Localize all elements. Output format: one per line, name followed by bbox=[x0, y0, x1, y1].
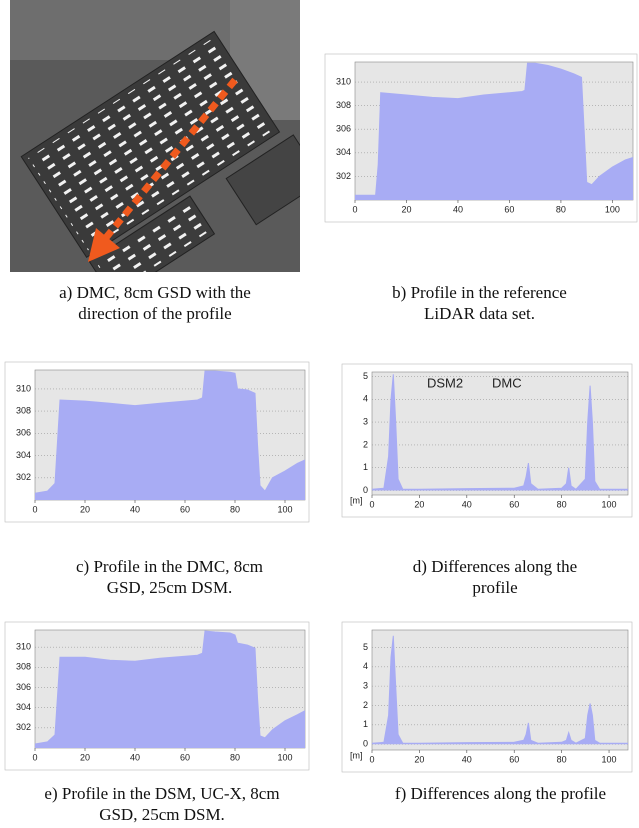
y-tick-label: 4 bbox=[363, 661, 368, 671]
y-tick-label: 308 bbox=[16, 405, 31, 415]
x-tick-label: 40 bbox=[130, 504, 140, 514]
profile-line bbox=[34, 370, 306, 494]
x-tick-label: 0 bbox=[32, 752, 37, 762]
y-tick-label: 5 bbox=[363, 642, 368, 652]
y-tick-label: 1 bbox=[363, 719, 368, 729]
y-tick-label: 1 bbox=[363, 462, 368, 472]
y-tick-label: 304 bbox=[16, 450, 31, 460]
caption: e) Profile in the DSM, UC-X, 8cm GSD, 25… bbox=[44, 784, 280, 824]
area-fill bbox=[35, 371, 305, 500]
x-tick-label: 0 bbox=[32, 504, 37, 514]
y-tick-label: 302 bbox=[336, 171, 351, 181]
x-tick-label: 100 bbox=[602, 754, 617, 764]
caption: c) Profile in the DMC, 8cm GSD, 25cm DSM… bbox=[76, 557, 263, 597]
x-tick-label: 100 bbox=[605, 204, 620, 214]
x-tick-label: 60 bbox=[504, 204, 514, 214]
y-tick-label: 308 bbox=[16, 662, 31, 672]
x-tick-label: 20 bbox=[401, 204, 411, 214]
profile-line bbox=[371, 635, 628, 744]
y-tick-label: 306 bbox=[16, 428, 31, 438]
y-tick-label: 5 bbox=[363, 371, 368, 381]
caption: f) Differences along the profile bbox=[394, 784, 607, 803]
y-tick-label: 310 bbox=[16, 383, 31, 393]
y-tick-label: 304 bbox=[16, 702, 31, 712]
caption: a) DMC, 8cm GSD with the direction of th… bbox=[59, 283, 251, 323]
x-tick-label: 0 bbox=[352, 204, 357, 214]
y-tick-label: 310 bbox=[336, 76, 351, 86]
x-tick-label: 0 bbox=[369, 499, 374, 509]
y-axis-label: [m] bbox=[350, 750, 363, 760]
y-axis-label: [m] bbox=[350, 495, 363, 505]
area-fill bbox=[35, 631, 305, 748]
x-tick-label: 20 bbox=[414, 754, 424, 764]
x-tick-label: 80 bbox=[230, 752, 240, 762]
caption: b) Profile in the reference LiDAR data s… bbox=[392, 283, 567, 323]
x-tick-label: 100 bbox=[277, 752, 292, 762]
profile-line bbox=[371, 374, 628, 490]
x-tick-label: 80 bbox=[230, 504, 240, 514]
x-tick-label: 40 bbox=[462, 499, 472, 509]
y-tick-label: 302 bbox=[16, 472, 31, 482]
y-tick-label: 306 bbox=[336, 124, 351, 134]
x-tick-label: 60 bbox=[509, 754, 519, 764]
x-tick-label: 20 bbox=[80, 752, 90, 762]
annotation: DSM2 bbox=[427, 375, 463, 390]
x-tick-label: 40 bbox=[462, 754, 472, 764]
y-tick-label: 4 bbox=[363, 394, 368, 404]
plot-area bbox=[371, 629, 629, 751]
y-tick-label: 304 bbox=[336, 147, 351, 157]
x-tick-label: 20 bbox=[414, 499, 424, 509]
y-tick-label: 3 bbox=[363, 416, 368, 426]
x-tick-label: 60 bbox=[180, 504, 190, 514]
aerial-image bbox=[10, 0, 300, 272]
profile-line bbox=[34, 630, 306, 745]
x-tick-label: 40 bbox=[453, 204, 463, 214]
annotation: DMC bbox=[492, 375, 522, 390]
x-tick-label: 100 bbox=[602, 499, 617, 509]
x-tick-label: 80 bbox=[556, 204, 566, 214]
x-tick-label: 80 bbox=[557, 754, 567, 764]
caption: d) Differences along the profile bbox=[412, 557, 578, 597]
y-tick-label: 2 bbox=[363, 439, 368, 449]
profile-line bbox=[355, 62, 634, 196]
y-tick-label: 0 bbox=[363, 739, 368, 749]
y-tick-label: 2 bbox=[363, 700, 368, 710]
y-tick-label: 306 bbox=[16, 682, 31, 692]
y-tick-label: 0 bbox=[363, 485, 368, 495]
y-tick-label: 302 bbox=[16, 722, 31, 732]
y-tick-label: 310 bbox=[16, 642, 31, 652]
x-tick-label: 40 bbox=[130, 752, 140, 762]
x-tick-label: 80 bbox=[557, 499, 567, 509]
area-fill bbox=[355, 63, 633, 201]
x-tick-label: 60 bbox=[509, 499, 519, 509]
y-tick-label: 3 bbox=[363, 681, 368, 691]
x-tick-label: 20 bbox=[80, 504, 90, 514]
x-tick-label: 60 bbox=[180, 752, 190, 762]
y-tick-label: 308 bbox=[336, 100, 351, 110]
x-tick-label: 0 bbox=[369, 754, 374, 764]
x-tick-label: 100 bbox=[277, 504, 292, 514]
